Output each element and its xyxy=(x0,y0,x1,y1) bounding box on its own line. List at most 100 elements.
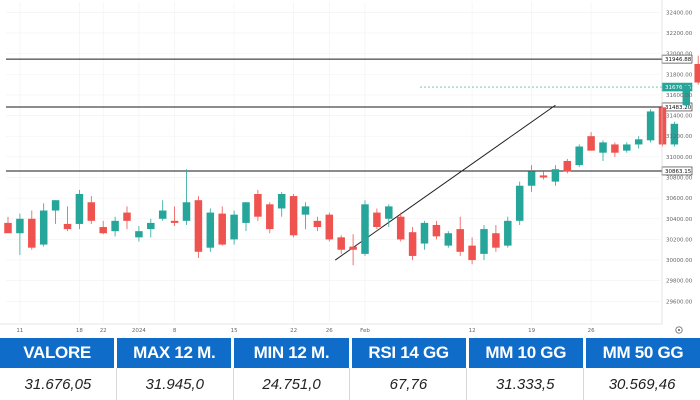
chart-grid xyxy=(6,2,660,322)
candle-body xyxy=(623,144,631,151)
candle xyxy=(218,206,226,246)
candle xyxy=(539,171,548,180)
candle-body xyxy=(361,204,369,254)
y-tick-label: 32400.00 xyxy=(666,10,693,16)
candle-body xyxy=(634,139,643,145)
stats-value-row: 31.676,05 31.945,0 24.751,0 67,76 31.333… xyxy=(0,368,700,400)
candle xyxy=(337,235,345,254)
candle xyxy=(587,132,595,151)
stat-header-mm-10: MM 10 GG xyxy=(469,338,586,368)
candle-body xyxy=(587,136,595,151)
candle xyxy=(194,196,203,258)
y-tick-label: 30800.00 xyxy=(666,175,693,181)
candle xyxy=(361,200,369,256)
candle xyxy=(575,144,583,168)
candle xyxy=(242,202,250,232)
x-tick-label: 26 xyxy=(588,328,595,334)
candle xyxy=(289,194,298,238)
candle-body xyxy=(266,204,274,230)
candle-body xyxy=(575,146,583,166)
candle-body xyxy=(325,214,334,240)
level-tag-label: 30863.15 xyxy=(665,169,692,175)
candle-body xyxy=(87,202,96,221)
x-tick-label: 22 xyxy=(100,328,107,334)
y-tick-label: 30000.00 xyxy=(666,258,693,264)
candle-body xyxy=(385,206,393,219)
candle xyxy=(135,226,143,242)
candle-body xyxy=(16,218,24,234)
y-tick-label: 30400.00 xyxy=(666,217,693,223)
candle-body xyxy=(492,233,500,248)
stat-value-rsi-14: 67,76 xyxy=(350,368,468,400)
candle xyxy=(170,206,179,226)
candle-body xyxy=(147,222,155,230)
candle xyxy=(63,206,72,232)
candle xyxy=(420,220,429,250)
candle-body xyxy=(468,245,476,261)
candle-body xyxy=(254,194,262,217)
y-tick-label: 31400.00 xyxy=(666,114,693,120)
candle-body xyxy=(289,196,298,236)
y-tick-label: 31800.00 xyxy=(666,72,693,78)
candle xyxy=(504,216,512,248)
candle-body xyxy=(99,227,107,234)
x-tick-label: 12 xyxy=(469,328,476,334)
y-tick-label: 29800.00 xyxy=(666,279,693,285)
candle-body xyxy=(456,229,464,252)
candle-body xyxy=(646,111,655,141)
candle xyxy=(182,169,191,225)
stat-header-rsi-14: RSI 14 GG xyxy=(352,338,469,368)
stat-value-min-12m: 24.751,0 xyxy=(234,368,351,400)
candle xyxy=(254,189,262,221)
candle xyxy=(432,220,441,240)
candle-body xyxy=(75,194,84,224)
candle-body xyxy=(182,202,191,221)
candle xyxy=(492,224,500,252)
candle-body xyxy=(515,185,524,221)
candle xyxy=(480,224,488,261)
y-tick-label: 31600.00 xyxy=(666,93,693,99)
candle xyxy=(277,191,286,217)
candle-body xyxy=(301,206,310,215)
stats-table: VALORE MAX 12 M. MIN 12 M. RSI 14 GG MM … xyxy=(0,338,700,400)
candle xyxy=(4,216,12,234)
candle xyxy=(599,140,607,161)
candle xyxy=(456,216,464,256)
candle-body xyxy=(313,220,322,228)
y-tick-label: 31000.00 xyxy=(666,155,693,161)
candle xyxy=(75,189,84,230)
candle-body xyxy=(277,194,286,209)
candle-body xyxy=(206,212,215,248)
candle xyxy=(623,142,631,153)
candle xyxy=(230,210,238,245)
candle-body xyxy=(111,220,119,232)
level-tag-label: 31483.20 xyxy=(665,105,692,111)
candle-body xyxy=(170,220,179,223)
candle xyxy=(99,220,107,235)
x-tick-label: 19 xyxy=(528,328,535,334)
level-tag-label: 31946.88 xyxy=(665,57,692,63)
stat-value-mm-50: 30.569,46 xyxy=(608,375,676,393)
candle-body xyxy=(551,169,560,182)
stat-header-mm-50: MM 50 GG xyxy=(602,343,684,362)
candle xyxy=(408,227,417,261)
candle-body xyxy=(599,142,607,153)
x-tick-label: 8 xyxy=(173,328,177,334)
candle-body xyxy=(504,220,512,246)
price-chart: 31946.88 31676.05 31483.20 30863.15 32400.0… xyxy=(0,0,700,334)
candle xyxy=(301,202,310,230)
candle xyxy=(51,200,60,224)
candle-body xyxy=(444,233,453,246)
candle xyxy=(266,202,274,234)
stat-header-max-12m: MAX 12 M. xyxy=(117,338,235,368)
settings-icon[interactable] xyxy=(675,326,683,334)
candle xyxy=(682,84,691,108)
y-tick-label: 32000.00 xyxy=(666,52,693,58)
stat-value-valore: 31.676,05 xyxy=(0,368,117,400)
candle-body xyxy=(123,212,131,221)
stat-value-mm-10: 31.333,5 xyxy=(467,368,585,400)
candle-body xyxy=(242,202,250,223)
stat-header-valore: VALORE xyxy=(0,338,118,368)
candle-body xyxy=(373,212,381,228)
support-trendline xyxy=(334,104,556,261)
